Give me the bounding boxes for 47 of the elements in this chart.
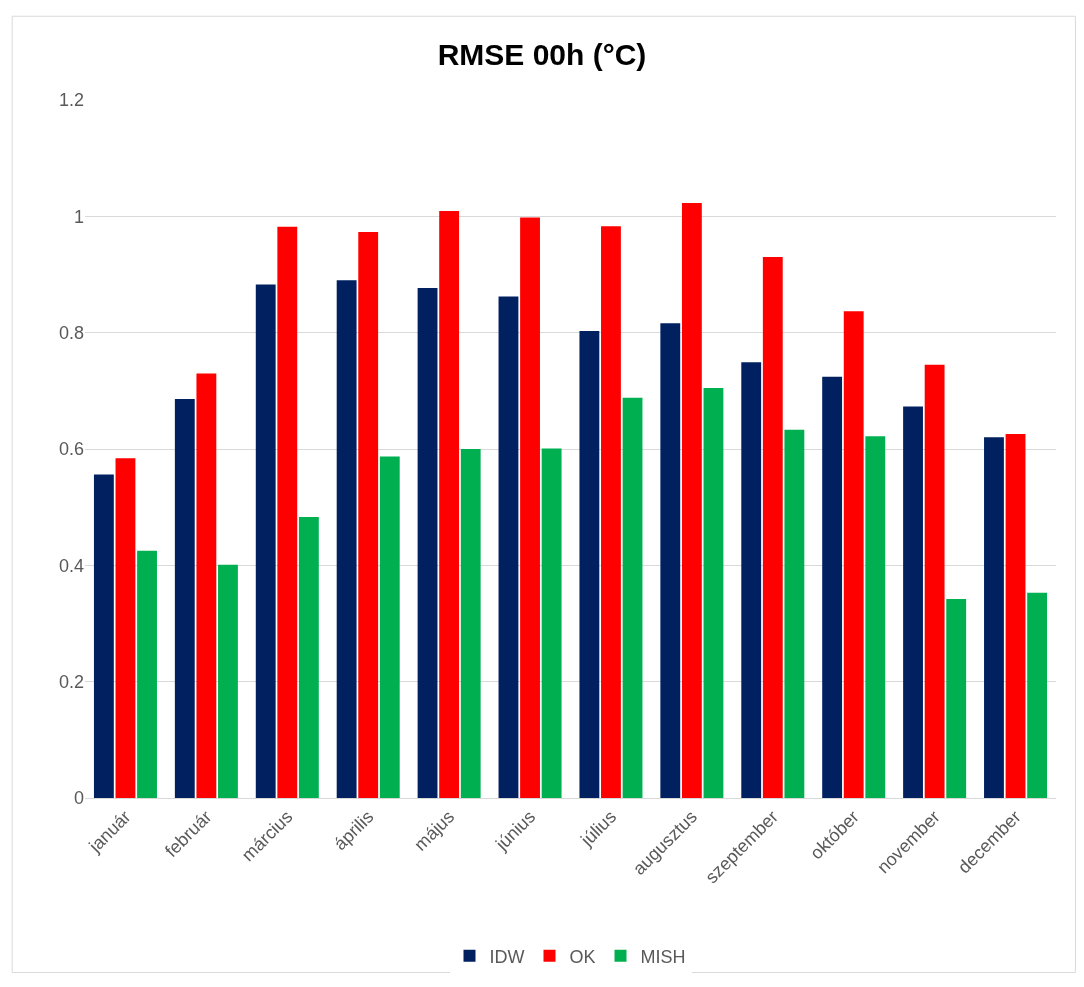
chart-title: RMSE 00h (°C) bbox=[437, 38, 647, 72]
y-tick-label: 0.6 bbox=[58, 439, 84, 460]
bar bbox=[336, 280, 357, 798]
bar bbox=[703, 387, 724, 798]
bar bbox=[137, 550, 157, 798]
bar bbox=[784, 429, 805, 798]
bar bbox=[1005, 433, 1026, 798]
y-tick-label: 1.2 bbox=[58, 90, 84, 111]
bar bbox=[843, 311, 864, 798]
bar bbox=[358, 232, 379, 798]
legend-label: IDW bbox=[489, 946, 525, 967]
bar bbox=[984, 437, 1004, 798]
y-tick-label: 0 bbox=[73, 788, 84, 809]
bar bbox=[93, 474, 114, 798]
bar bbox=[822, 376, 843, 798]
bar bbox=[255, 284, 276, 798]
bar bbox=[762, 257, 783, 798]
bar bbox=[218, 564, 238, 798]
bar bbox=[417, 287, 438, 798]
bar bbox=[460, 449, 481, 798]
bar bbox=[579, 330, 600, 798]
bar bbox=[174, 398, 195, 798]
bar bbox=[277, 226, 298, 798]
bar bbox=[660, 323, 681, 798]
bar bbox=[520, 217, 540, 798]
bar bbox=[1027, 592, 1048, 798]
bar bbox=[865, 436, 886, 798]
bar bbox=[946, 599, 967, 798]
bar bbox=[622, 397, 643, 798]
y-tick-label: 0.2 bbox=[58, 671, 84, 692]
y-tick-label: 1 bbox=[73, 206, 84, 227]
bar bbox=[498, 296, 519, 798]
bar bbox=[298, 517, 319, 798]
bar bbox=[439, 211, 460, 798]
legend-label: MISH bbox=[640, 946, 686, 967]
bar bbox=[903, 406, 923, 798]
bar bbox=[924, 364, 945, 798]
y-tick-label: 0.4 bbox=[58, 555, 84, 576]
y-tick-label: 0.8 bbox=[58, 322, 84, 343]
bar bbox=[601, 226, 621, 798]
bar bbox=[115, 458, 136, 798]
bar bbox=[741, 362, 762, 798]
legend-label: OK bbox=[569, 946, 596, 967]
bar bbox=[379, 456, 400, 798]
bar bbox=[681, 202, 702, 798]
bar bbox=[196, 373, 217, 798]
bar bbox=[541, 448, 562, 798]
